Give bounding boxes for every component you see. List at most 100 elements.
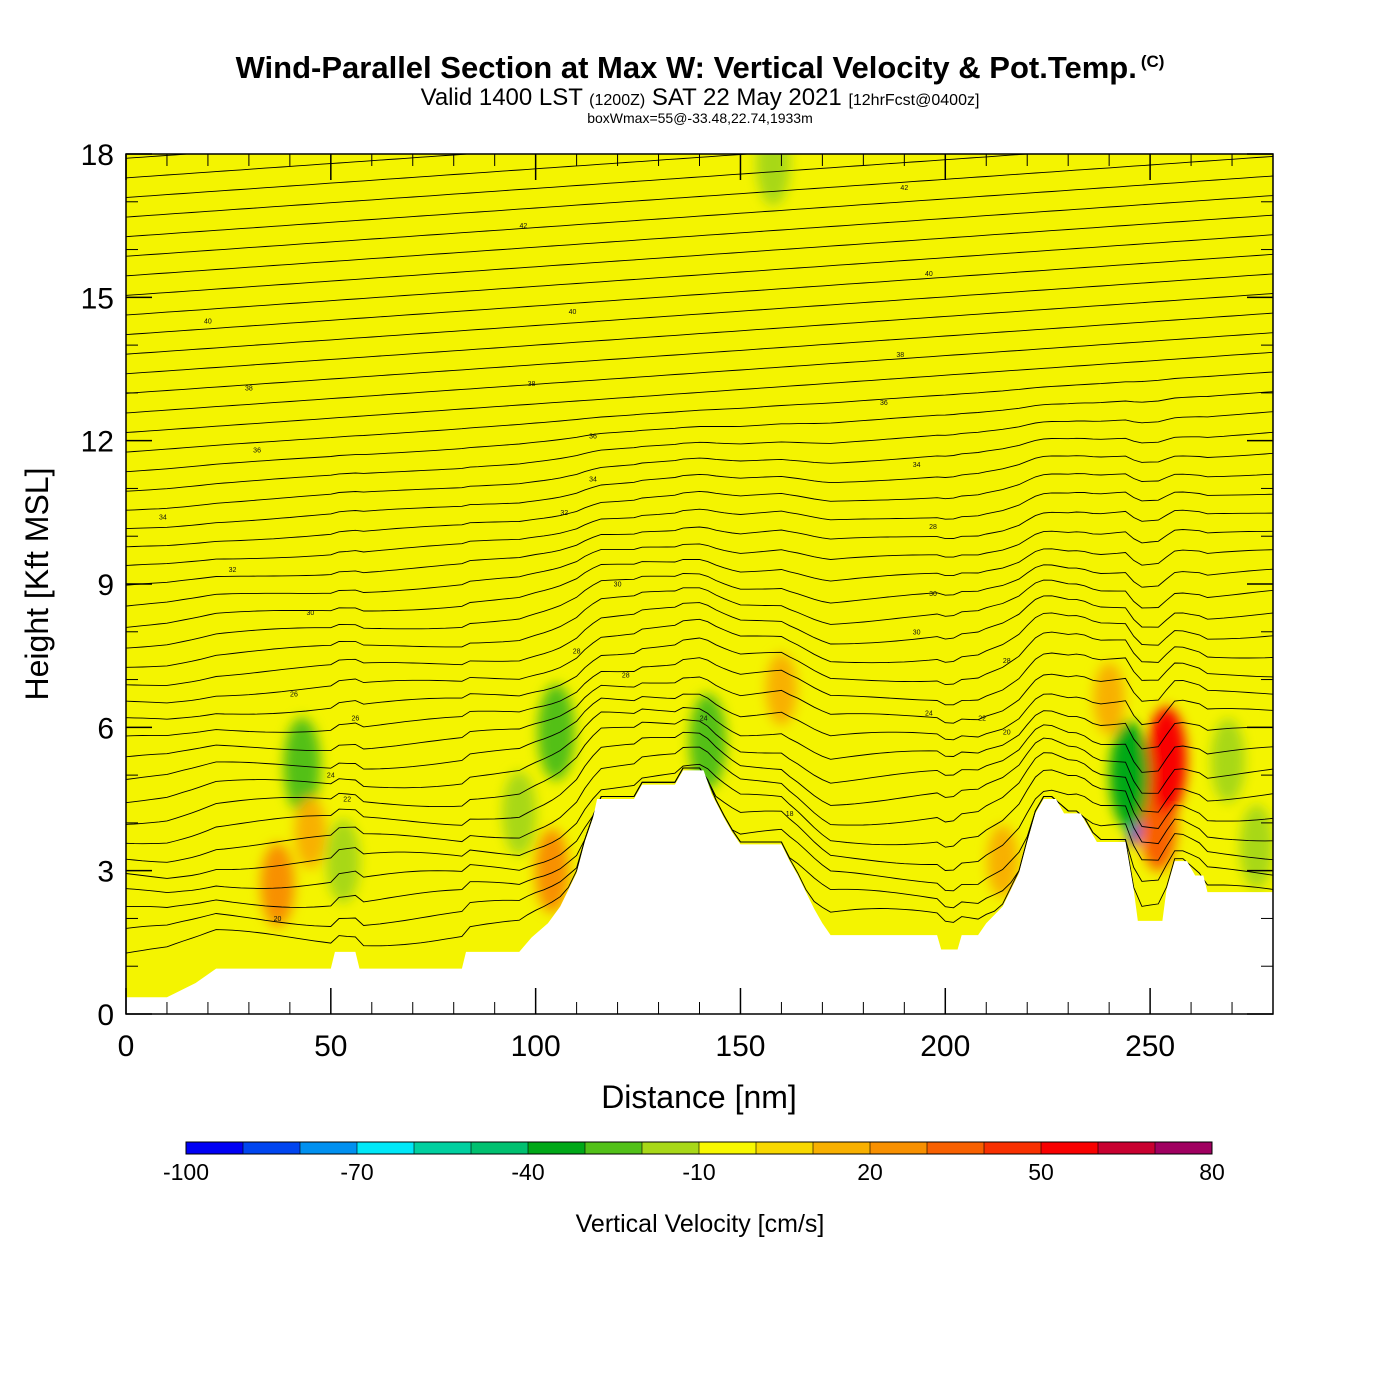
contour-label-27: 40 xyxy=(569,309,577,316)
theta-contour-6 xyxy=(126,731,1273,845)
colorbar-label-3: -10 xyxy=(682,1159,715,1185)
contour-label-17: 32 xyxy=(560,510,568,517)
theta-contour-18 xyxy=(126,529,1273,607)
velocity-cell-11 xyxy=(689,693,727,790)
velocity-cell-7 xyxy=(283,717,321,814)
x-tick-label-4: 200 xyxy=(920,1030,970,1063)
contour-label-32: 22 xyxy=(978,715,986,722)
contour-label-4: 26 xyxy=(290,691,298,698)
colorbar-swatch-3 xyxy=(357,1142,415,1154)
contour-label-0: 20 xyxy=(274,916,282,923)
contour-label-14: 28 xyxy=(1003,658,1011,665)
colorbar-swatch-5 xyxy=(471,1142,529,1154)
theta-contour-22 xyxy=(126,452,1273,530)
velocity-cell-15 xyxy=(535,828,570,913)
chart-title: Wind-Parallel Section at Max W: Vertical… xyxy=(235,50,1165,85)
contour-label-10: 32 xyxy=(229,567,237,574)
theta-contour-36 xyxy=(126,175,1273,257)
chart-subtitle: Valid 1400 LST (1200Z) SAT 22 May 2021 [… xyxy=(420,84,980,111)
contour-label-7: 28 xyxy=(573,648,581,655)
theta-contour-28 xyxy=(126,332,1273,414)
theta-contours xyxy=(126,154,1273,954)
theta-contour-21 xyxy=(126,473,1273,548)
colorbar-label-4: 20 xyxy=(857,1159,883,1185)
colorbar-swatch-10 xyxy=(756,1142,814,1154)
velocity-cell-2 xyxy=(1146,706,1187,815)
theta-contour-9 xyxy=(126,693,1273,780)
velocity-cell-16 xyxy=(987,825,1019,898)
contour-label-13: 30 xyxy=(913,629,921,636)
y-tick-label-0: 0 xyxy=(97,999,114,1032)
colorbar-swatch-11 xyxy=(813,1142,871,1154)
velocity-cell-8 xyxy=(326,819,361,904)
theta-contour-11 xyxy=(126,652,1273,737)
theta-contour-4 xyxy=(126,763,1273,879)
x-tick-label-2: 100 xyxy=(511,1030,561,1063)
contour-label-16: 34 xyxy=(159,515,167,522)
velocity-cell-10 xyxy=(537,684,575,781)
contour-label-1: 22 xyxy=(343,797,351,804)
theta-contour-13 xyxy=(126,612,1273,704)
theta-contour-26 xyxy=(126,371,1273,453)
colorbar-swatch-7 xyxy=(585,1142,643,1154)
contour-label-33: 20 xyxy=(1003,730,1011,737)
contour-label-2: 24 xyxy=(327,773,335,780)
colorbar-label-5: 50 xyxy=(1028,1159,1054,1185)
colorbar-swatch-8 xyxy=(642,1142,700,1154)
theta-contour-27 xyxy=(126,351,1273,433)
contour-label-31: 24 xyxy=(925,711,933,718)
contour-label-22: 36 xyxy=(880,400,888,407)
colorbar-swatch-2 xyxy=(300,1142,358,1154)
theta-contour-30 xyxy=(126,293,1273,375)
colorbar: -100 -70 -40 -10 20 50 80 xyxy=(163,1141,1225,1185)
theta-contour-17 xyxy=(126,548,1273,628)
y-tick-label-1: 3 xyxy=(97,856,114,889)
contour-label-6: 24 xyxy=(700,715,708,722)
theta-contour-41 xyxy=(126,154,194,159)
velocity-cell-12 xyxy=(756,154,791,206)
colorbar-swatch-17 xyxy=(1155,1142,1213,1154)
theta-contour-19 xyxy=(126,509,1273,586)
velocity-cell-9 xyxy=(502,771,537,856)
colorbar-swatch-0 xyxy=(186,1142,244,1154)
colorbar-swatch-16 xyxy=(1098,1142,1156,1154)
theta-contour-16 xyxy=(126,564,1273,649)
velocity-cell-14 xyxy=(294,796,326,869)
colorbar-swatch-9 xyxy=(699,1142,757,1154)
theta-contour-38 xyxy=(126,154,1034,218)
theta-contour-32 xyxy=(126,253,1273,336)
x-tick-label-3: 150 xyxy=(715,1030,765,1063)
colorbar-label-2: -40 xyxy=(511,1159,544,1185)
theta-contour-7 xyxy=(126,719,1273,825)
velocity-cell-4 xyxy=(1109,721,1150,830)
contour-label-30: 42 xyxy=(900,185,908,192)
contour-label-26: 40 xyxy=(204,319,212,326)
velocity-cell-17 xyxy=(765,653,797,726)
contour-label-9: 30 xyxy=(306,610,314,617)
colorbar-swatch-4 xyxy=(414,1142,472,1154)
y-tick-label-3: 9 xyxy=(97,569,114,602)
theta-contour-23 xyxy=(126,431,1273,511)
contour-label-24: 38 xyxy=(528,381,536,388)
theta-contour-34 xyxy=(126,214,1273,296)
colorbar-swatch-6 xyxy=(528,1142,586,1154)
theta-contour-15 xyxy=(126,579,1273,668)
colorbar-label-6: 80 xyxy=(1199,1159,1225,1185)
colorbar-title: Vertical Velocity [cm/s] xyxy=(576,1210,825,1238)
theta-contour-35 xyxy=(126,195,1273,277)
theta-contour-33 xyxy=(126,234,1273,316)
contour-label-8: 28 xyxy=(622,672,630,679)
velocity-cell-6 xyxy=(1239,804,1273,889)
velocity-cell-13 xyxy=(260,843,295,927)
contour-label-20: 36 xyxy=(589,433,597,440)
x-tick-label-5: 250 xyxy=(1125,1030,1175,1063)
y-axis-title: Height [Kft MSL] xyxy=(19,468,55,701)
copyright-mark: (C) xyxy=(1140,51,1165,71)
theta-contour-37 xyxy=(126,155,1273,238)
velocity-field xyxy=(260,154,1273,927)
contour-label-3: 26 xyxy=(352,715,360,722)
contour-label-21: 34 xyxy=(913,462,921,469)
theta-contour-25 xyxy=(126,391,1273,473)
